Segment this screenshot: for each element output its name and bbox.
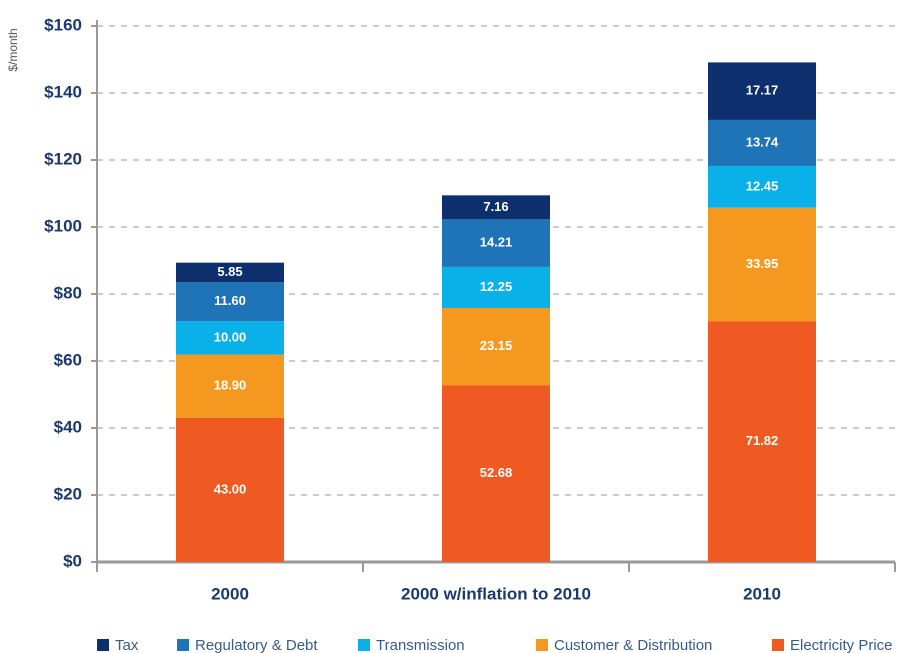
bar-segment <box>442 219 550 267</box>
value-label: 52.68 <box>480 465 513 480</box>
value-label: 12.45 <box>746 178 779 193</box>
value-label: 43.00 <box>214 481 247 496</box>
bar-segment <box>708 62 816 120</box>
bar-segment <box>176 354 284 418</box>
value-label: 14.21 <box>480 235 513 250</box>
bar-segment <box>442 385 550 562</box>
value-label: 33.95 <box>746 256 779 271</box>
x-tick-label: 2010 <box>743 584 781 603</box>
bar-segment <box>176 417 284 562</box>
bar-segment <box>442 195 550 220</box>
y-tick-label: $100 <box>44 216 82 235</box>
bar-segment <box>176 262 284 283</box>
value-label: 13.74 <box>746 134 779 149</box>
legend-label: Tax <box>115 637 139 653</box>
value-label: 12.25 <box>480 279 513 294</box>
bar-segment <box>708 119 816 166</box>
legend-label: Regulatory & Debt <box>195 637 318 653</box>
bar-segment <box>176 321 284 355</box>
value-label: 10.00 <box>214 329 247 344</box>
value-label: 18.90 <box>214 378 247 393</box>
y-tick-label: $40 <box>54 417 82 436</box>
y-tick-label: $60 <box>54 350 82 369</box>
bar-segment <box>708 321 816 562</box>
x-tick-label: 2000 <box>211 584 249 603</box>
y-tick-label: $120 <box>44 149 82 168</box>
legend-label: Electricity Price <box>790 637 893 653</box>
legend-swatch <box>772 639 784 651</box>
y-tick-label: $140 <box>44 82 82 101</box>
legend-swatch <box>97 639 109 651</box>
x-tick-label: 2000 w/inflation to 2010 <box>401 584 591 603</box>
y-tick-label: $160 <box>44 15 82 34</box>
y-tick-label: $80 <box>54 283 82 302</box>
value-label: 17.17 <box>746 83 779 98</box>
legend-swatch <box>536 639 548 651</box>
y-axis-label: $/month <box>6 28 20 71</box>
legend-label: Transmission <box>376 637 465 653</box>
bar-segment <box>442 266 550 308</box>
value-label: 7.16 <box>483 199 508 214</box>
legend-label: Customer & Distribution <box>554 637 712 653</box>
value-label: 5.85 <box>217 264 242 279</box>
legend-swatch <box>177 639 189 651</box>
y-tick-label: $0 <box>63 551 82 570</box>
y-tick-label: $20 <box>54 484 82 503</box>
bar-segment <box>708 207 816 322</box>
legend-swatch <box>358 639 370 651</box>
value-label: 11.60 <box>214 293 246 308</box>
bar-segment <box>176 282 284 322</box>
value-label: 23.15 <box>480 338 513 353</box>
bar-segment <box>708 165 816 208</box>
bar-segment <box>442 307 550 386</box>
value-label: 71.82 <box>746 433 779 448</box>
